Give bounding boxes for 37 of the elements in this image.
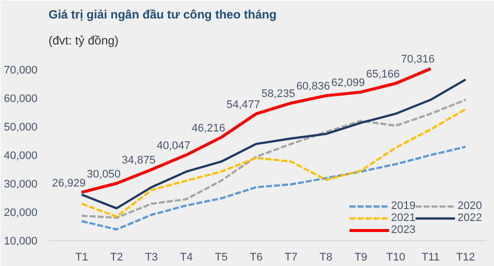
x-tick-label: T9: [354, 252, 368, 264]
x-tick-label: T3: [145, 252, 158, 264]
x-tick-label: T8: [320, 252, 332, 264]
y-tick-label: 40,000: [4, 150, 38, 162]
data-label: 70,316: [401, 54, 435, 66]
legend-label: 2019: [391, 200, 416, 212]
y-tick-label: 30,000: [4, 178, 38, 191]
data-label: 60,836: [296, 80, 330, 93]
x-tick-label: T12: [456, 252, 476, 264]
x-tick-label: T7: [284, 252, 298, 264]
y-tick-label: 60,000: [4, 93, 38, 106]
x-tick-label: T2: [110, 252, 123, 264]
data-label: 30,050: [86, 168, 121, 180]
legend-label: 2020: [458, 200, 482, 212]
data-label: 58,235: [261, 88, 296, 100]
data-label: 34,875: [122, 154, 156, 167]
y-tick-label: 20,000: [4, 207, 38, 220]
data-label: 46,216: [192, 122, 226, 134]
data-label: 62,099: [331, 77, 365, 90]
legend-label: 2023: [391, 224, 416, 236]
data-label: 26,929: [52, 177, 86, 190]
x-tick-label: T10: [386, 252, 406, 264]
chart-subtitle: (đvt: tỷ đồng): [48, 34, 119, 48]
data-label: 65,166: [366, 68, 400, 80]
x-tick-label: T1: [75, 252, 88, 264]
legend-label: 2022: [458, 212, 482, 224]
y-tick-label: 70,000: [4, 64, 38, 77]
x-tick-label: T6: [250, 252, 263, 264]
y-tick-label: 50,000: [4, 122, 38, 134]
chart-title: Giá trị giải ngân đầu tư công theo tháng: [48, 8, 277, 22]
x-tick-label: T4: [180, 252, 193, 264]
x-tick-label: T11: [422, 252, 440, 264]
x-tick-label: T5: [214, 252, 228, 264]
data-label: 54,477: [226, 98, 260, 111]
legend-label: 2021: [391, 212, 416, 224]
data-label: 40,047: [156, 140, 190, 152]
y-tick-label: 10,000: [4, 236, 38, 248]
